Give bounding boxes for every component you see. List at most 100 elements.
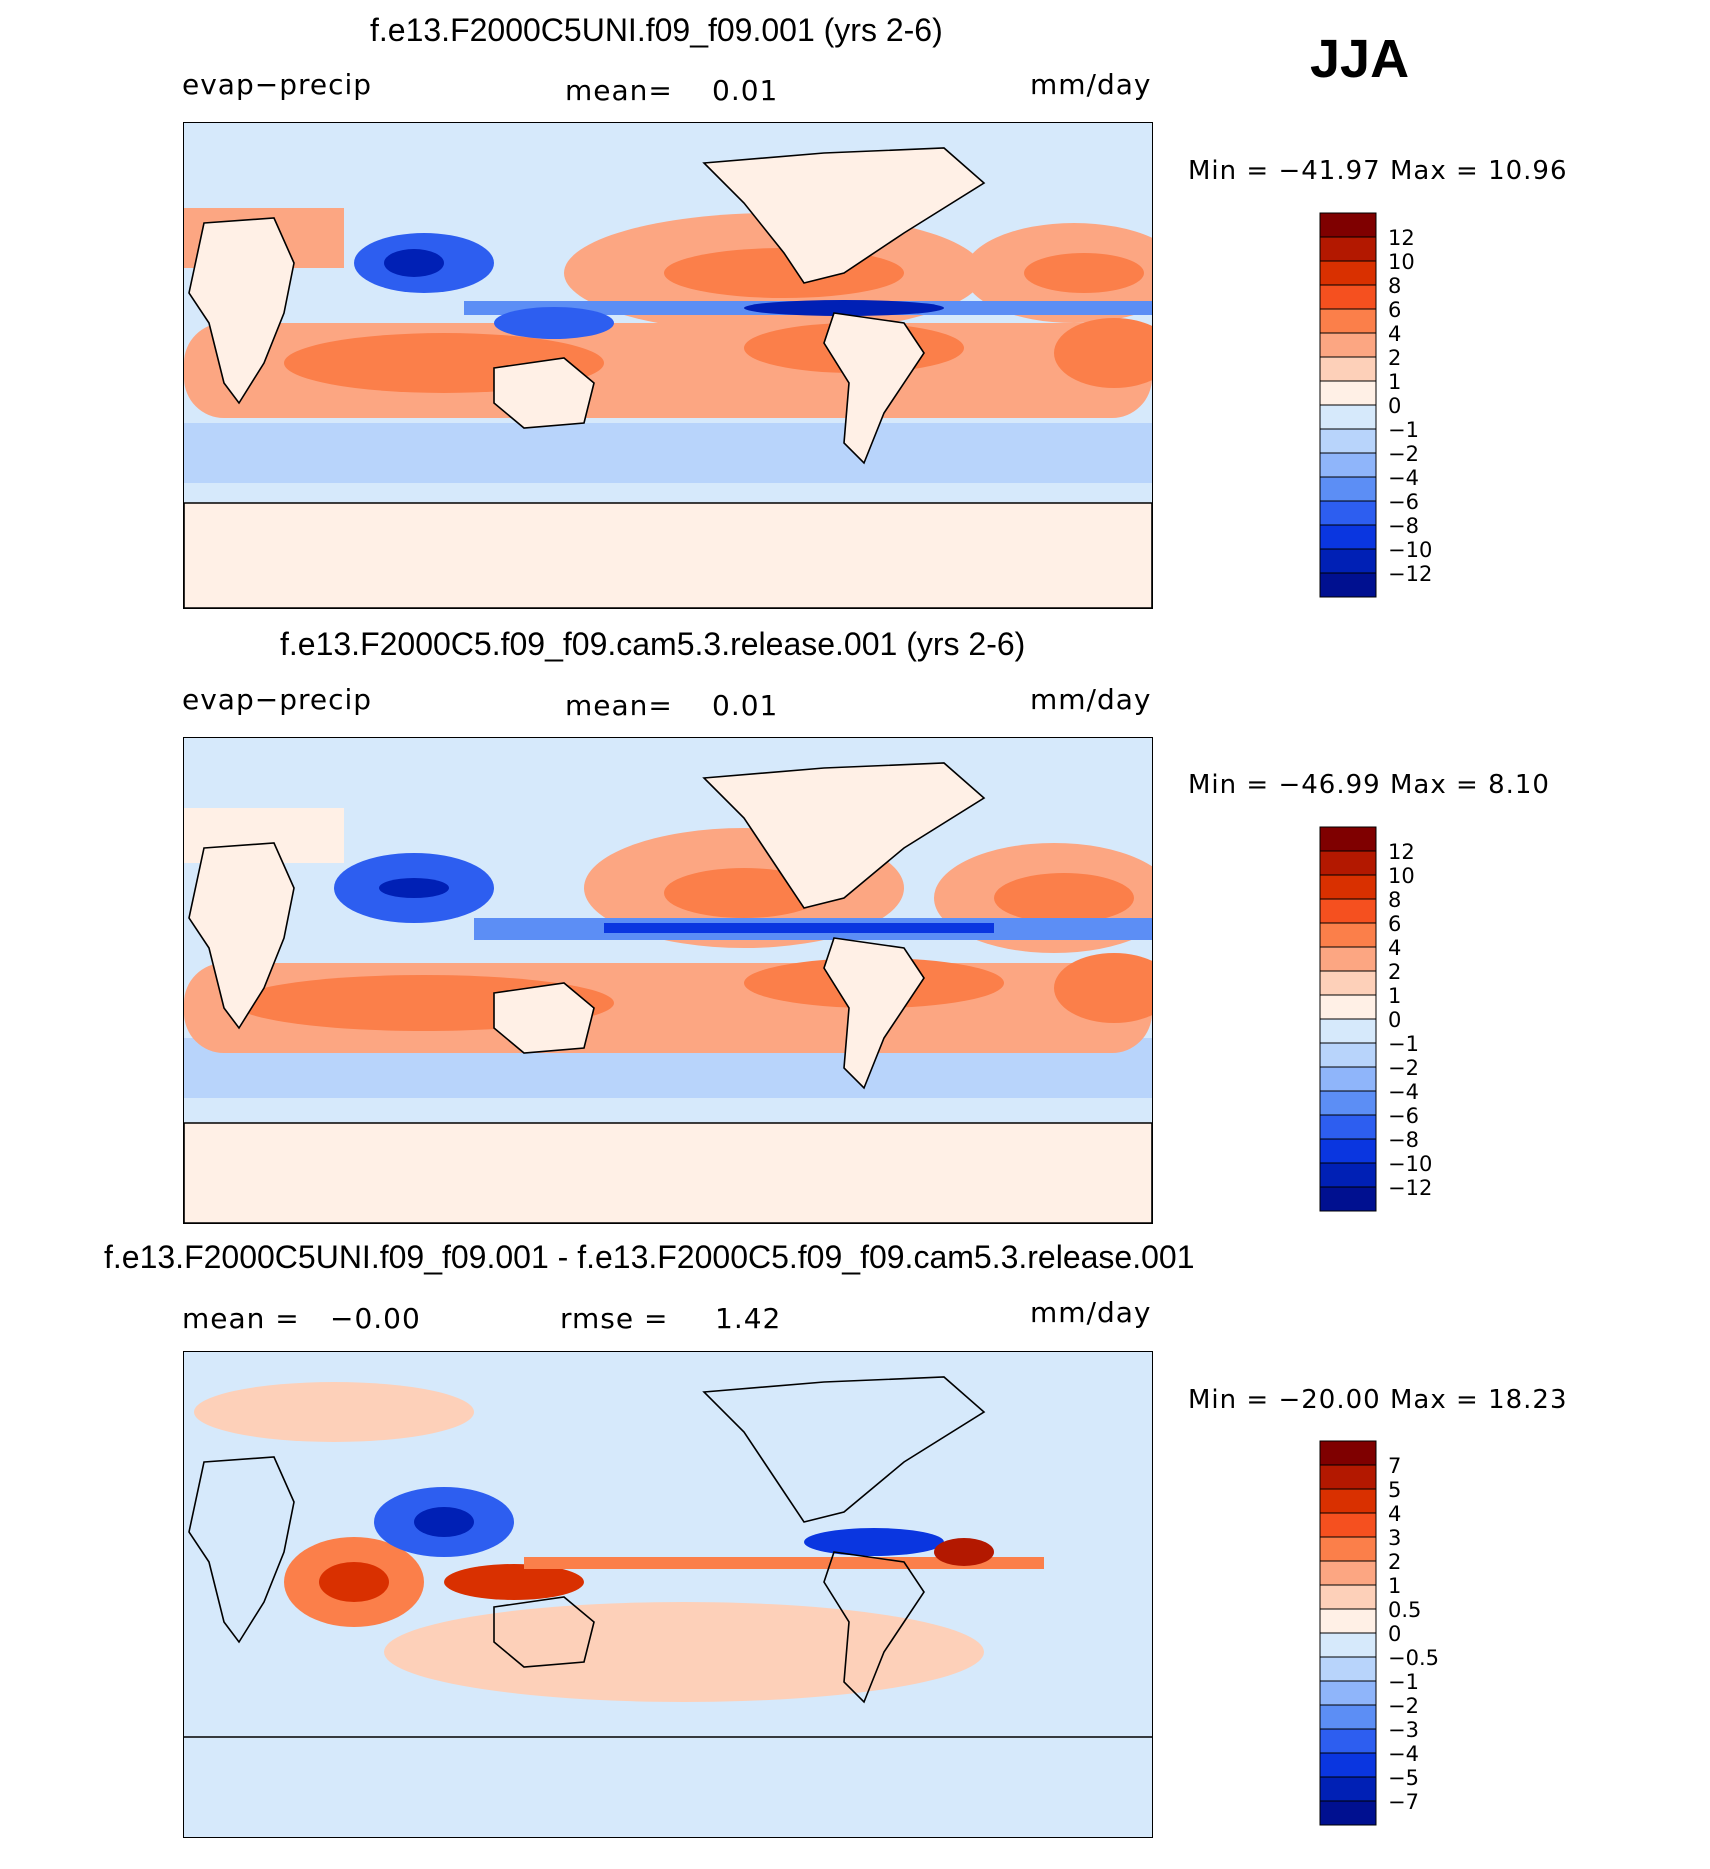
colorbar-swatch: [1319, 308, 1377, 334]
colorbar-swatch: [1319, 1464, 1377, 1490]
colorbar-swatch: [1319, 524, 1377, 550]
colorbar-swatch: [1319, 1488, 1377, 1514]
colorbar-swatch: [1319, 1728, 1377, 1754]
colorbar-swatch: [1319, 1138, 1377, 1164]
colorbar-swatch: [1319, 548, 1377, 574]
south-america-outline: [823, 312, 925, 465]
australia-outline: [493, 982, 595, 1054]
panel-2-mean-label: mean=: [565, 689, 673, 722]
colorbar-tick-label: −3: [1388, 1718, 1419, 1742]
colorbar-swatch: [1319, 332, 1377, 358]
panel-3-rmse-value: 1.42: [715, 1302, 782, 1335]
itcz-core: [744, 300, 944, 316]
panel-1-variable: evap−precip: [182, 68, 373, 101]
colorbar-swatch: [1319, 1536, 1377, 1562]
australia-outline: [493, 1596, 595, 1668]
colorbar-swatch: [1319, 850, 1377, 876]
w-indian-diff-core: [319, 1562, 389, 1602]
colorbar-tick-label: 4: [1388, 322, 1401, 346]
maritime-continent-zone: [494, 307, 614, 339]
colorbar-swatch: [1319, 1680, 1377, 1706]
panel-1-map-svg: [184, 123, 1152, 608]
colorbar-swatch: [1319, 1632, 1377, 1658]
colorbar-tick-label: 4: [1388, 936, 1401, 960]
e-pacific-diff-neg-core: [804, 1528, 944, 1556]
colorbar-swatch: [1319, 1512, 1377, 1538]
colorbar-tick-label: 7: [1388, 1454, 1401, 1478]
colorbar-swatch: [1319, 1560, 1377, 1586]
colorbar-tick-label: 0: [1388, 1008, 1401, 1032]
panel-2-title: f.e13.F2000C5.f09_f09.cam5.3.release.001…: [280, 626, 1026, 662]
colorbar-swatch: [1319, 380, 1377, 406]
panel-2-max: Max = 8.10: [1390, 770, 1550, 800]
south-america-outline: [823, 937, 925, 1090]
itcz-core: [604, 923, 994, 933]
panel-2-min: Min = −46.99: [1188, 770, 1381, 800]
africa-outline: [188, 1456, 295, 1644]
panel-1-mean-label: mean=: [565, 74, 673, 107]
colorbar-tick-label: 3: [1388, 1526, 1401, 1550]
colorbar-tick-label: −6: [1388, 1104, 1419, 1128]
colorbar-swatch: [1319, 1776, 1377, 1802]
colorbar-swatch: [1319, 1584, 1377, 1610]
panel-1-units: mm/day: [1030, 68, 1152, 101]
colorbar-tick-label: −1: [1388, 1032, 1419, 1056]
south-america-outline: [823, 1551, 925, 1704]
panel-1-colorbar: 12 10 8 6 4 2 1 0 −1 −2 −4 −6 −8 −10 −12: [1319, 212, 1480, 603]
asia-diff-neg-core: [414, 1507, 474, 1537]
colorbar-swatch: [1319, 1656, 1377, 1682]
colorbar-tick-label: 2: [1388, 346, 1401, 370]
colorbar-tick-label: 10: [1388, 864, 1415, 888]
colorbar-tick-label: 2: [1388, 1550, 1401, 1574]
colorbar-tick-label: 1: [1388, 370, 1401, 394]
panel-2-map: [183, 737, 1153, 1224]
panel-3-colorbar: 7 5 4 3 2 1 0.5 0 −0.5 −1 −2 −3 −4 −5 −7: [1319, 1440, 1480, 1831]
colorbar-tick-label: 4: [1388, 1502, 1401, 1526]
colorbar-tick-label: −4: [1388, 466, 1419, 490]
panel-1-min: Min = −41.97: [1188, 156, 1381, 186]
colorbar-swatch: [1319, 572, 1377, 598]
colorbar-tick-label: −10: [1388, 538, 1432, 562]
colorbar-tick-label: −2: [1388, 1056, 1419, 1080]
colorbar-tick-label: −1: [1388, 1670, 1419, 1694]
australia-outline: [493, 357, 595, 429]
colorbar-tick-label: 6: [1388, 912, 1401, 936]
panel-3-map-svg: [184, 1352, 1152, 1837]
colorbar-swatch: [1319, 922, 1377, 948]
continents: [184, 1376, 1152, 1738]
eurasia-diff-zone: [194, 1382, 474, 1442]
s-pacific-diff-zone: [384, 1602, 984, 1702]
colorbar-swatch: [1319, 1752, 1377, 1778]
colorbar-tick-label: −8: [1388, 514, 1419, 538]
colorbar-swatch: [1319, 874, 1377, 900]
colorbar-tick-label: 8: [1388, 888, 1401, 912]
pacific-diff-band: [524, 1557, 1044, 1569]
panel-3-rmse-label: rmse =: [560, 1302, 669, 1335]
panel-3-map: [183, 1351, 1153, 1838]
antarctica-outline: [184, 1122, 1152, 1223]
antarctica-outline: [184, 502, 1152, 608]
panel-2-map-svg: [184, 738, 1152, 1223]
colorbar-swatch: [1319, 970, 1377, 996]
colorbar-swatch: [1319, 1162, 1377, 1188]
colorbar-swatch: [1319, 1066, 1377, 1092]
colorbar-swatch: [1319, 284, 1377, 310]
colorbar-swatch: [1319, 428, 1377, 454]
panel-3-mean-label: mean =: [182, 1302, 300, 1335]
colorbar-tick-label: 1: [1388, 984, 1401, 1008]
panel-2-mean-value: 0.01: [712, 689, 779, 722]
colorbar-swatch: [1319, 898, 1377, 924]
colorbar-tick-label: 0: [1388, 1622, 1401, 1646]
panel-3-max: Max = 18.23: [1390, 1385, 1568, 1415]
colorbar-swatch: [1319, 1704, 1377, 1730]
colorbar-swatch: [1319, 1440, 1377, 1466]
colorbar-tick-label: −2: [1388, 1694, 1419, 1718]
north-america-outline: [702, 147, 986, 284]
north-america-outline: [702, 762, 986, 909]
panel-3-min: Min = −20.00: [1188, 1385, 1381, 1415]
colorbar-tick-label: 10: [1388, 250, 1415, 274]
colorbar-swatch: [1319, 1186, 1377, 1212]
colorbar-swatch: [1319, 1800, 1377, 1826]
colorbar-swatch: [1319, 1114, 1377, 1140]
